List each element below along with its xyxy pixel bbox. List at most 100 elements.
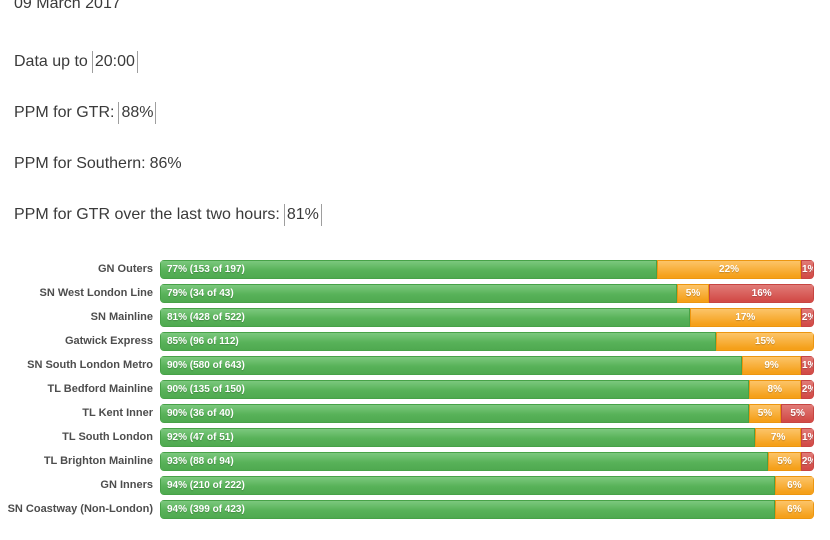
- segment-late: 22%: [657, 259, 801, 279]
- chart-row: Gatwick Express 85% (96 of 112) 15%: [0, 329, 814, 353]
- segment-on-time: 90% (580 of 643): [160, 355, 743, 375]
- segment-on-time: 77% (153 of 197): [160, 259, 658, 279]
- segment-late-value: 22%: [719, 263, 740, 275]
- segment-cancelled: 5%: [781, 403, 814, 423]
- segment-cancelled: 1%: [801, 259, 814, 279]
- segment-late: 6%: [774, 475, 814, 495]
- chart-row: GN Inners 94% (210 of 222) 6%: [0, 473, 814, 497]
- ppm-southern-value: 86%: [149, 155, 182, 172]
- report-line-ppm-gtr: PPM for GTR: 88%: [14, 102, 830, 124]
- row-category-label: TL Kent Inner: [82, 407, 153, 419]
- segment-on-time-value: 94% (399 of 423): [167, 503, 245, 515]
- segment-late-value: 17%: [735, 311, 756, 323]
- data-up-to-value[interactable]: 20:00: [91, 51, 138, 73]
- segment-on-time-value: 93% (88 of 94): [167, 455, 234, 467]
- report-line-ppm-gtr-2h: PPM for GTR over the last two hours: 81%: [14, 204, 830, 226]
- ppm-gtr-2h-label: PPM for GTR over the last two hours:: [14, 206, 280, 223]
- ppm-gtr-label: PPM for GTR:: [14, 104, 115, 121]
- segment-on-time-value: 77% (153 of 197): [167, 263, 245, 275]
- row-bar-track: 92% (47 of 51) 7% 1%: [160, 427, 814, 447]
- segment-on-time-value: 81% (428 of 522): [167, 311, 245, 323]
- segment-on-time-value: 94% (210 of 222): [167, 479, 245, 491]
- chart-row: SN Mainline 81% (428 of 522) 17% 2%: [0, 305, 814, 329]
- row-category-label: GN Outers: [97, 263, 153, 275]
- report-line-data-up-to: Data up to 20:00: [14, 51, 830, 73]
- segment-on-time-value: 90% (580 of 643): [167, 359, 245, 371]
- segment-on-time: 85% (96 of 112): [160, 331, 716, 351]
- report-header: 09 March 2017 Data up to 20:00 PPM for GT…: [0, 0, 830, 226]
- segment-late: 8%: [748, 379, 801, 399]
- segment-cancelled: 16%: [709, 283, 814, 303]
- row-category-label: SN West London Line: [39, 287, 153, 299]
- segment-late-value: 6%: [787, 479, 802, 491]
- segment-late: 15%: [715, 331, 814, 351]
- segment-cancelled-value: 2%: [801, 311, 813, 323]
- row-bar-track: 79% (34 of 43) 5% 16%: [160, 283, 814, 303]
- segment-on-time-value: 92% (47 of 51): [167, 431, 234, 443]
- segment-on-time-value: 85% (96 of 112): [167, 335, 239, 347]
- segment-on-time: 81% (428 of 522): [160, 307, 690, 327]
- row-category-label: TL Brighton Mainline: [43, 455, 153, 467]
- chart-row: SN Coastway (Non-London) 94% (399 of 423…: [0, 497, 814, 521]
- segment-late: 5%: [676, 283, 710, 303]
- chart-row: SN South London Metro 90% (580 of 643) 9…: [0, 353, 814, 377]
- segment-late-value: 5%: [777, 455, 792, 467]
- segment-on-time: 92% (47 of 51): [160, 427, 756, 447]
- segment-on-time: 94% (399 of 423): [160, 499, 775, 519]
- segment-late-value: 5%: [685, 287, 701, 299]
- segment-cancelled-value: 1%: [802, 263, 813, 275]
- row-bar-track: 90% (580 of 643) 9% 1%: [160, 355, 814, 375]
- row-bar-track: 81% (428 of 522) 17% 2%: [160, 307, 814, 327]
- chart-row: TL Brighton Mainline 93% (88 of 94) 5% 2…: [0, 449, 814, 473]
- row-bar-track: 94% (399 of 423) 6%: [160, 499, 814, 519]
- row-category-label: Gatwick Express: [64, 335, 153, 347]
- segment-cancelled: 2%: [800, 379, 814, 399]
- segment-cancelled-value: 2%: [801, 455, 813, 467]
- row-bar-track: 77% (153 of 197) 22% 1%: [160, 259, 814, 279]
- row-bar-track: 90% (36 of 40) 5% 5%: [160, 403, 814, 423]
- chart-row: SN West London Line 79% (34 of 43) 5% 16…: [0, 281, 814, 305]
- segment-on-time-value: 90% (135 of 150): [167, 383, 245, 395]
- segment-late-value: 6%: [787, 503, 802, 515]
- segment-late: 6%: [774, 499, 814, 519]
- segment-late: 17%: [689, 307, 801, 327]
- segment-cancelled: 2%: [800, 451, 814, 471]
- segment-on-time-value: 79% (34 of 43): [167, 287, 234, 299]
- segment-cancelled: 1%: [801, 355, 814, 375]
- ppm-gtr-value[interactable]: 88%: [118, 102, 157, 124]
- segment-late-value: 5%: [757, 407, 773, 419]
- segment-on-time: 79% (34 of 43): [160, 283, 677, 303]
- row-bar-track: 85% (96 of 112) 15%: [160, 331, 814, 351]
- row-bar-track: 93% (88 of 94) 5% 2%: [160, 451, 814, 471]
- segment-late: 9%: [742, 355, 801, 375]
- report-date-line: 09 March 2017: [14, 0, 830, 15]
- row-bar-track: 94% (210 of 222) 6%: [160, 475, 814, 495]
- chart-row: TL Kent Inner 90% (36 of 40) 5% 5%: [0, 401, 814, 425]
- segment-late-value: 8%: [767, 383, 782, 395]
- segment-cancelled-value: 1%: [802, 431, 813, 443]
- segment-on-time: 94% (210 of 222): [160, 475, 775, 495]
- row-category-label: SN Mainline: [90, 311, 153, 323]
- chart-row: GN Outers 77% (153 of 197) 22% 1%: [0, 257, 814, 281]
- row-category-label: TL South London: [62, 431, 153, 443]
- ppm-southern-label: PPM for Southern:: [14, 155, 146, 172]
- ppm-gtr-2h-value[interactable]: 81%: [283, 204, 322, 226]
- segment-on-time: 90% (135 of 150): [160, 379, 749, 399]
- row-category-label: SN Coastway (Non-London): [7, 503, 153, 515]
- segment-cancelled: 1%: [801, 427, 814, 447]
- segment-cancelled-value: 5%: [790, 407, 805, 419]
- chart-row: TL Bedford Mainline 90% (135 of 150) 8% …: [0, 377, 814, 401]
- segment-cancelled-value: 1%: [802, 359, 813, 371]
- segment-late: 5%: [748, 403, 782, 423]
- segment-cancelled-value: 16%: [751, 287, 772, 299]
- data-up-to-label: Data up to: [14, 53, 88, 70]
- segment-on-time: 93% (88 of 94): [160, 451, 769, 471]
- report-line-ppm-southern: PPM for Southern: 86%: [14, 153, 830, 175]
- segment-late-value: 15%: [754, 335, 775, 347]
- report-date: 09 March 2017: [14, 0, 121, 12]
- chart-row: TL South London 92% (47 of 51) 7% 1%: [0, 425, 814, 449]
- row-category-label: SN South London Metro: [27, 359, 153, 371]
- row-bar-track: 90% (135 of 150) 8% 2%: [160, 379, 814, 399]
- segment-late-value: 9%: [764, 359, 779, 371]
- chart-rows: GN Outers 77% (153 of 197) 22% 1% SN Wes…: [0, 257, 814, 521]
